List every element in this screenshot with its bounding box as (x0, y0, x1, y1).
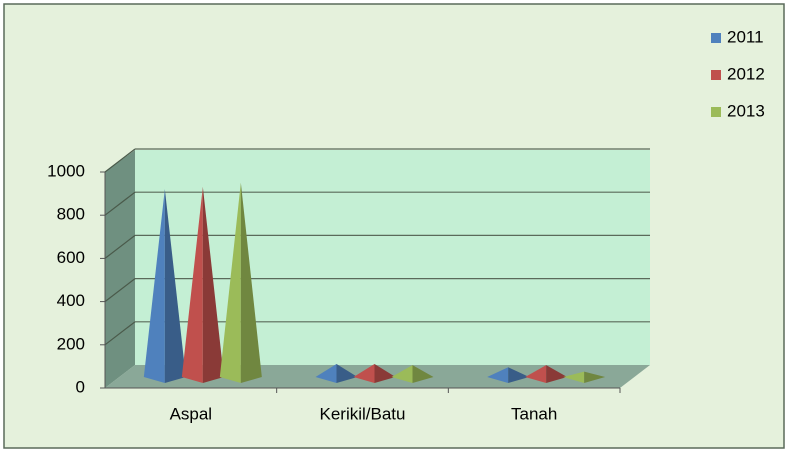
y-tick-label: 600 (57, 248, 85, 267)
pyramid (181, 186, 224, 383)
x-tick-label: Kerikil/Batu (320, 404, 406, 423)
pyramid (563, 371, 606, 383)
pyramid-left-face (487, 367, 509, 383)
pyramid-left-face (563, 371, 585, 383)
legend-swatch (711, 70, 721, 80)
grid-line (104, 321, 136, 346)
y-tick-label: 200 (57, 334, 85, 353)
y-tick-label: 0 (76, 377, 85, 396)
pyramid (525, 365, 568, 383)
pyramid (391, 365, 434, 383)
side-wall (105, 150, 135, 388)
legend-label: 2012 (727, 64, 765, 83)
pyramid-right-face (374, 364, 396, 383)
pyramid-left-face (143, 189, 165, 383)
y-tick-label: 400 (57, 291, 85, 310)
pyramid (219, 182, 262, 383)
pyramid-left-face (353, 364, 375, 383)
pyramid-right-face (584, 371, 606, 383)
legend-swatch (711, 107, 721, 117)
legend-label: 2011 (727, 27, 764, 46)
pyramid-left-face (315, 364, 337, 383)
pyramid-right-face (240, 182, 262, 383)
legend-label: 2013 (727, 101, 765, 120)
grid-line (104, 278, 136, 303)
pyramid-right-face (412, 365, 434, 383)
back-wall (135, 150, 650, 365)
x-tick-label: Aspal (170, 404, 213, 423)
legend-swatch (711, 33, 721, 43)
grid-line (104, 234, 136, 259)
pyramid-right-face (546, 365, 568, 383)
pyramid (487, 367, 530, 383)
pyramid (143, 189, 186, 383)
pyramid-left-face (181, 186, 203, 383)
x-tick-label: Tanah (511, 404, 557, 423)
grid-line (104, 191, 136, 216)
pyramid-right-face (164, 189, 186, 383)
pyramid-right-face (508, 367, 530, 383)
grid-line (104, 148, 136, 173)
pyramid-left-face (391, 365, 413, 383)
y-tick-label: 800 (57, 205, 85, 224)
pyramid (315, 364, 358, 383)
pyramid-right-face (202, 186, 224, 383)
y-tick-label: 1000 (47, 161, 85, 180)
pyramid-left-face (219, 182, 241, 383)
pyramid (353, 364, 396, 383)
pyramid-right-face (336, 364, 358, 383)
pyramid-left-face (525, 365, 547, 383)
